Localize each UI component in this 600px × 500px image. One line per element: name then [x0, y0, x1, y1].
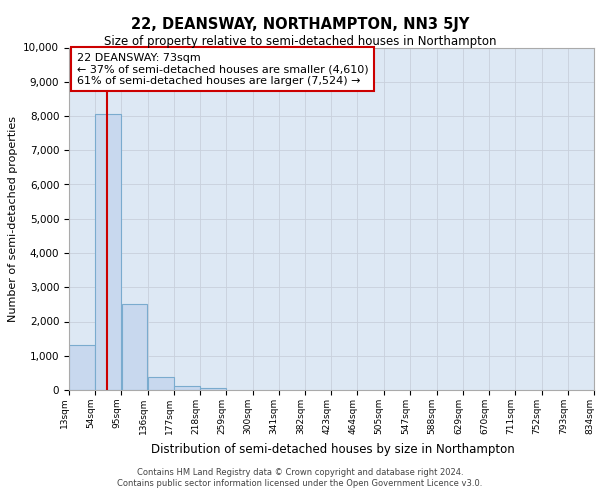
Text: Contains HM Land Registry data © Crown copyright and database right 2024.
Contai: Contains HM Land Registry data © Crown c… — [118, 468, 482, 487]
Text: Size of property relative to semi-detached houses in Northampton: Size of property relative to semi-detach… — [104, 35, 496, 48]
Bar — [200, 388, 226, 390]
Bar — [95, 114, 121, 390]
Bar — [174, 386, 200, 390]
Bar — [148, 377, 173, 390]
Y-axis label: Number of semi-detached properties: Number of semi-detached properties — [8, 116, 18, 322]
Bar — [69, 346, 95, 390]
Text: 22, DEANSWAY, NORTHAMPTON, NN3 5JY: 22, DEANSWAY, NORTHAMPTON, NN3 5JY — [131, 18, 469, 32]
Text: 22 DEANSWAY: 73sqm
← 37% of semi-detached houses are smaller (4,610)
61% of semi: 22 DEANSWAY: 73sqm ← 37% of semi-detache… — [77, 52, 368, 86]
Bar — [122, 304, 148, 390]
Text: Distribution of semi-detached houses by size in Northampton: Distribution of semi-detached houses by … — [151, 442, 515, 456]
